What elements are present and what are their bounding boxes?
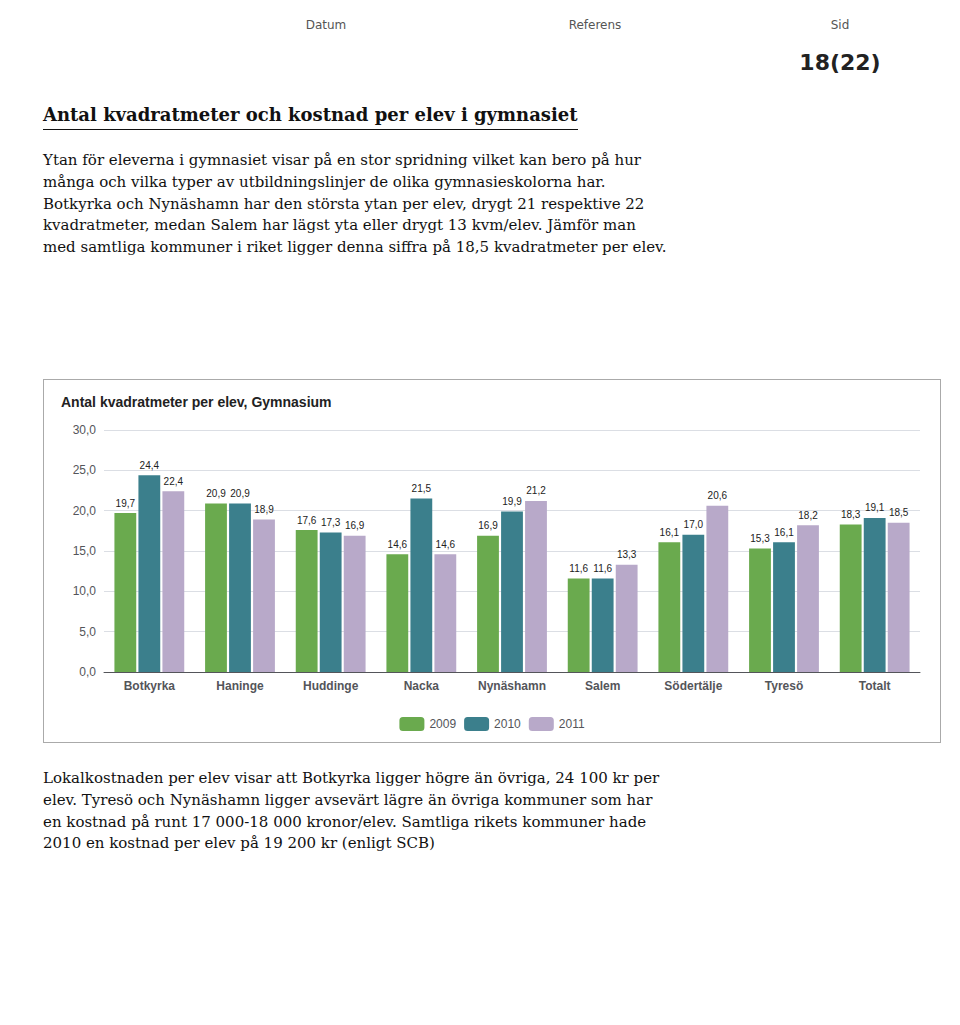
svg-text:2010: 2010 [494,717,521,731]
svg-text:Antal kvadratmeter per elev, G: Antal kvadratmeter per elev, Gymnasium [61,394,332,410]
svg-text:Salem: Salem [585,679,620,693]
svg-text:16,9: 16,9 [478,520,498,531]
svg-text:Tyresö: Tyresö [765,679,803,693]
svg-text:22,4: 22,4 [164,476,184,487]
svg-text:17,6: 17,6 [297,515,317,526]
svg-text:2009: 2009 [429,717,456,731]
svg-text:20,0: 20,0 [73,504,97,518]
svg-text:14,6: 14,6 [388,539,408,550]
html-text:18(22): 18(22) [799,50,881,75]
svg-text:20,9: 20,9 [206,488,226,499]
svg-text:5,0: 5,0 [79,625,96,639]
html-text:Ytan för eleverna i gymnasiet: Ytan för eleverna i gymnasiet visar på e… [43,151,667,256]
svg-text:21,5: 21,5 [412,483,432,494]
svg-text:Totalt: Totalt [859,679,891,693]
svg-text:19,7: 19,7 [116,498,136,509]
svg-text:18,3: 18,3 [841,509,861,520]
svg-text:20,9: 20,9 [230,488,250,499]
svg-text:19,1: 19,1 [865,502,885,513]
svg-text:15,3: 15,3 [750,533,770,544]
svg-text:2011: 2011 [559,717,585,731]
svg-text:17,0: 17,0 [684,519,704,530]
html-text:Antal kvadratmeter och kostnad: Antal kvadratmeter och kostnad per elev … [43,104,578,125]
svg-text:Huddinge: Huddinge [303,679,359,693]
svg-text:Haninge: Haninge [216,679,264,693]
svg-text:0,0: 0,0 [79,665,96,679]
svg-text:13,3: 13,3 [617,549,637,560]
svg-text:Södertälje: Södertälje [664,679,722,693]
svg-text:11,6: 11,6 [593,563,612,574]
svg-text:16,1: 16,1 [660,527,680,538]
svg-text:21,2: 21,2 [526,485,546,496]
svg-text:20,6: 20,6 [708,490,728,501]
svg-text:Nacka: Nacka [404,679,440,693]
html-text:Datum: Datum [305,18,347,32]
svg-text:10,0: 10,0 [73,584,97,598]
svg-text:24,4: 24,4 [140,460,160,471]
html-text:Referens: Referens [568,18,622,32]
svg-text:16,9: 16,9 [345,520,365,531]
svg-text:18,2: 18,2 [798,510,818,521]
svg-text:18,5: 18,5 [889,507,909,518]
svg-text:18,9: 18,9 [254,504,274,515]
svg-text:16,1: 16,1 [774,527,794,538]
svg-text:11,6: 11,6 [569,563,588,574]
html-text:Lokalkostnaden per elev visar: Lokalkostnaden per elev visar att Botkyr… [43,769,660,853]
svg-text:17,3: 17,3 [321,517,341,528]
html-text:Sid: Sid [830,18,850,32]
svg-text:15,0: 15,0 [73,544,97,558]
svg-text:25,0: 25,0 [73,463,97,477]
svg-text:Nynäshamn: Nynäshamn [478,679,546,693]
svg-text:30,0: 30,0 [73,423,97,437]
svg-text:14,6: 14,6 [436,539,456,550]
svg-text:19,9: 19,9 [502,496,522,507]
svg-text:Botkyrka: Botkyrka [124,679,176,693]
